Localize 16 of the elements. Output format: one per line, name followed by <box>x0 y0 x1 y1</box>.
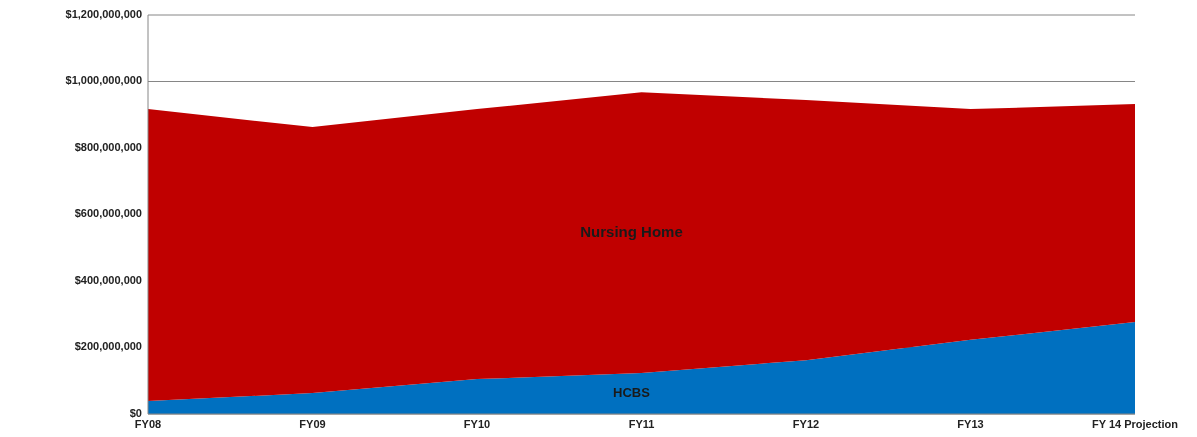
series-label: HCBS <box>613 385 651 401</box>
y-tick-label: $1,000,000,000 <box>65 74 142 87</box>
x-tick-label: FY13 <box>957 418 984 430</box>
x-tick-label: FY09 <box>299 418 326 430</box>
x-tick-label: FY11 <box>628 418 655 430</box>
y-tick-label: $200,000,000 <box>74 340 142 353</box>
y-tick-label: $1,200,000,000 <box>65 7 142 20</box>
y-tick-label: $400,000,000 <box>74 273 142 286</box>
y-tick-label: $600,000,000 <box>74 207 142 220</box>
series-label: Nursing Home <box>580 223 683 241</box>
x-tick-label: FY10 <box>463 418 491 430</box>
y-tick-label: $800,000,000 <box>74 140 142 153</box>
y-tick-label: $0 <box>129 406 142 419</box>
x-tick-label: FY 14 Projection <box>1092 418 1179 430</box>
x-tick-label: FY12 <box>792 418 820 430</box>
x-tick-label: FY08 <box>134 418 162 430</box>
